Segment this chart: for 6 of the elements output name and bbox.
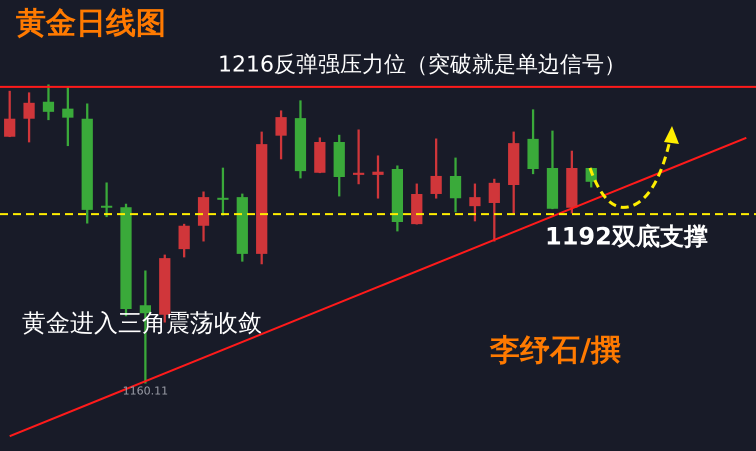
ref-line-label: 1192双底支撑 [545,222,708,250]
ref-line-label: 1216反弹强压力位（突破就是单边信号） [218,52,626,78]
candlestick [62,86,74,146]
annotation: 李纾石/撰 [489,332,621,368]
chart-title: 黄金日线图 [16,6,166,41]
annotation: 1160.11 [122,384,168,398]
